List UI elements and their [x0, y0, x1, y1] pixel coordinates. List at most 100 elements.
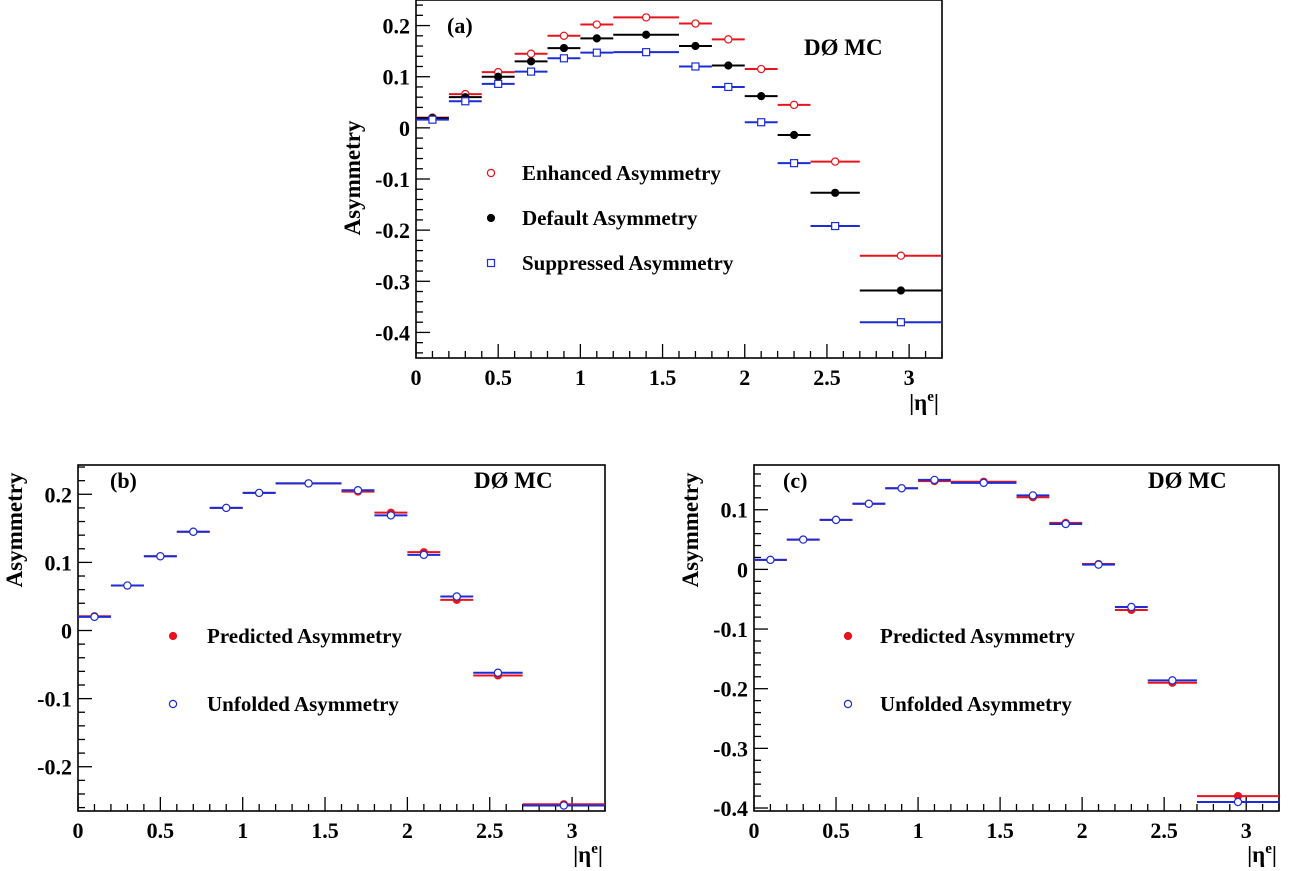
panel-a-suppressed-asymmetry-point: [691, 62, 700, 71]
panel-a-xtick-label: 0: [411, 365, 422, 390]
panel-a-enhanced-asymmetry-point: [789, 100, 799, 110]
panel-a-ytick-label: 0: [399, 116, 410, 141]
panel-a-enhanced-asymmetry-point: [756, 64, 766, 74]
panel-b-legend-marker-unfolded-symbol: [168, 699, 178, 709]
panel-b-unfolded-asymmetry-point: [353, 486, 363, 495]
panel-c-legend: Predicted Asymmetry Unfolded Asymmetry: [843, 624, 1075, 716]
panel-c-unfolded-asymmetry-point: [897, 484, 906, 493]
panel-a-xtick-label: 2: [739, 365, 750, 390]
panel-a-suppressed-asymmetry-point: [494, 79, 503, 88]
panel-a-tag: DØ MC: [804, 35, 883, 60]
panel-a-legend-marker-enhanced: [486, 168, 496, 178]
panel-a-default-asymmetry-point: [592, 34, 601, 43]
panel-a-suppressed-asymmetry-point: [592, 48, 601, 57]
panel-b-legend-marker-predicted: [168, 631, 178, 641]
panel-c-unfolded-asymmetry-point: [1127, 602, 1136, 612]
panel-a-xtick-label: 3: [904, 365, 915, 390]
panel-a-enhanced-asymmetry-point: [526, 49, 536, 58]
panel-b-unfolded-asymmetry-point: [123, 581, 132, 590]
panel-b-plot: [77, 466, 606, 811]
panel-c-xtick-label: 2.5: [1150, 818, 1178, 843]
panel-a-suppressed-asymmetry-point: [642, 48, 651, 57]
panel-b-unfolded-asymmetry-point: [189, 527, 198, 536]
panel-a-default-asymmetry-point: [757, 92, 766, 101]
panel-a-enhanced-asymmetry-point: [896, 251, 906, 260]
panel-c-unfolded-asymmetry-point: [766, 555, 775, 565]
panel-b-legend: Predicted Asymmetry Unfolded Asymmetry: [168, 624, 402, 716]
panel-a-ytick-label: 0.1: [383, 65, 411, 90]
panel-b-xlabel: |ηe|: [573, 841, 603, 867]
panel-a-suppressed-asymmetry-point: [831, 221, 840, 231]
panel-c-ytick-label: 0.1: [721, 498, 749, 523]
panel-c-unfolded-asymmetry-point: [930, 475, 939, 485]
panel-c-ytick-label: 0: [737, 557, 748, 582]
panel-c-legend-label-unfolded: Unfolded Asymmetry: [880, 692, 1072, 716]
panel-b-ytick-label: 0.2: [45, 482, 73, 507]
panel-a-legend-marker-default-symbol: [486, 213, 496, 223]
panel-b-xtick-label: 1.5: [311, 818, 339, 843]
panel-c-legend-marker-predicted-symbol: [843, 631, 853, 641]
panel-c-ytick-label: -0.4: [713, 796, 748, 821]
panel-a-suppressed-asymmetry-point: [789, 159, 799, 168]
panel-a-default-asymmetry-point: [494, 72, 503, 81]
panel-c-xtick-label: 1.5: [986, 818, 1014, 843]
panel-b-xtick-label: 0: [73, 818, 84, 843]
panel-a-xtick-label: 1: [575, 365, 586, 390]
panel-b-ytick-label: 0.1: [45, 550, 73, 575]
panel-a-default-asymmetry-point: [724, 61, 733, 70]
panel-a-ytick-label: -0.3: [375, 269, 410, 294]
panel-b-xtick-label: 0.5: [147, 818, 175, 843]
panel-a-enhanced-asymmetry-point: [724, 35, 733, 44]
panel-a-xtick-label: 1.5: [649, 365, 677, 390]
panel-c-unfolded-asymmetry-point: [1061, 519, 1070, 529]
panel-a-enhanced-asymmetry-point: [559, 31, 569, 41]
panel-b-tag: DØ MC: [474, 468, 553, 493]
panel-a-xtick-label: 0.5: [484, 365, 512, 390]
panel-b-ytick-label: 0: [61, 619, 72, 644]
panel-a-legend-marker-suppressed-symbol: [486, 258, 496, 268]
panel-b-legend-marker-predicted-symbol: [168, 631, 178, 641]
panel-b-legend-marker-unfolded: [168, 699, 178, 709]
panel-b-legend-label-predicted: Predicted Asymmetry: [207, 624, 402, 648]
panel-a-enhanced-asymmetry-point: [592, 20, 602, 29]
panel-b-unfolded-asymmetry-point: [90, 612, 99, 622]
panel-a-default-asymmetry-point: [789, 130, 799, 140]
panel-c-unfolded-asymmetry-point: [864, 499, 874, 508]
panel-c-unfolded-asymmetry-point: [831, 515, 841, 525]
panel-b-xtick-label: 3: [567, 818, 578, 843]
panel-a-default-asymmetry-point: [526, 57, 536, 66]
panel-c-xtick-label: 0: [749, 818, 760, 843]
panel-c-unfolded-asymmetry-point: [799, 535, 808, 544]
panel-c-legend-marker-unfolded: [843, 699, 853, 709]
panel-b-unfolded-asymmetry-point: [304, 479, 313, 488]
panel-a-suppressed-asymmetry-point: [526, 67, 536, 76]
panel-b-xtick-label: 1: [237, 818, 248, 843]
panel-b-unfolded-asymmetry-point: [254, 488, 264, 498]
panel-a-suppressed-asymmetry-point: [757, 118, 766, 127]
panel-b-unfolded-asymmetry-point: [452, 592, 461, 601]
panel-c-legend-marker-unfolded-symbol: [843, 699, 853, 709]
panel-c-unfolded-asymmetry-point: [1094, 560, 1103, 569]
panel-a-label: (a): [447, 13, 473, 38]
panel-b-ytick-label: -0.1: [37, 687, 72, 712]
panel-a-default-asymmetry-point: [642, 30, 651, 39]
panel-c-label: (c): [783, 468, 807, 493]
panel-b-unfolded-asymmetry-point: [559, 801, 569, 810]
panel-a-default-asymmetry-point: [559, 43, 569, 53]
panel-c-legend-label-predicted: Predicted Asymmetry: [880, 624, 1075, 648]
panel-a-suppressed-asymmetry-point: [461, 97, 470, 106]
panel-a-suppressed-asymmetry-point: [896, 318, 906, 327]
panel-a-suppressed-asymmetry-point: [724, 82, 733, 92]
panel-a-legend: Enhanced Asymmetry Default Asymmetry Sup…: [486, 161, 734, 275]
panel-c-xlabel: |ηe|: [1247, 841, 1277, 867]
panel-c-unfolded-asymmetry-point: [1028, 491, 1038, 500]
panel-c-xtick-label: 3: [1241, 818, 1252, 843]
panel-b-unfolded-asymmetry-point: [493, 668, 503, 677]
panel-b-legend-label-unfolded: Unfolded Asymmetry: [207, 692, 399, 716]
panel-c-xtick-label: 1: [913, 818, 924, 843]
panel-c-xtick-label: 0.5: [822, 818, 850, 843]
panel-c-ylabel: Asymmetry: [678, 472, 703, 587]
panel-b-label: (b): [110, 468, 137, 493]
panel-b-xtick-label: 2.5: [476, 818, 504, 843]
